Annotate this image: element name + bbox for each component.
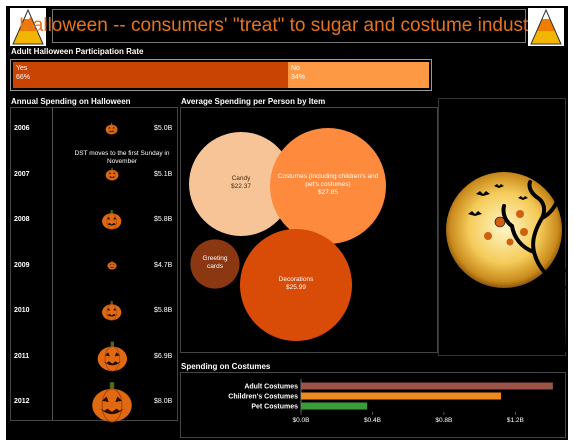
jack-o-lantern-icon [92,382,132,423]
moon-bats-icon [446,172,566,352]
jack-o-lantern-icon [102,210,122,230]
bubble-label: Candy [232,175,252,182]
participation-value: 34% [291,74,306,81]
costume-bar-chart: Adult Costumes Children's Costumes Pet Cos… [228,379,553,424]
bubble-chart-panel [180,107,438,353]
participation-segment-yes: Yes 66% [13,62,288,88]
x-tick-label: $0.8B [435,417,452,424]
annual-spending-panel [10,107,178,421]
bubble [239,228,353,342]
moon-panel [438,98,566,356]
title-bar: Halloween -- consumers' "treat" to sugar… [19,9,559,43]
spending-value: $5.8B [154,216,173,223]
x-tick-label: $0.0B [293,417,310,424]
year-label: 2009 [14,261,30,269]
page-title: Halloween -- consumers' "treat" to sugar… [19,15,559,36]
bubble-chart: Candy$22.37 Costumes (including children'… [189,128,386,342]
spending-value: $5.0B [154,125,173,132]
participation-bar: Yes 66% No 34% [10,59,432,91]
jack-o-lantern-icon [107,260,117,271]
bubble-chart-title: Average Spending per Person by Item [181,97,326,106]
bubble-label: Decorations [279,276,314,283]
jack-o-lantern-icon [97,341,127,372]
bubble-label: Greeting [203,255,228,262]
participation-segment-no: No 34% [288,62,429,88]
bubble [190,239,240,289]
year-label: 2008 [14,216,30,223]
bubble-value: $22.37 [231,183,251,190]
participation-label: Yes [16,65,28,72]
bubble-label: cards [207,263,224,270]
participation-value: 66% [16,74,31,81]
year-label: 2010 [14,307,30,314]
year-label: 2007 [14,170,30,178]
jack-o-lantern-icon [106,123,118,136]
spending-value: $5.8B [154,307,173,314]
costume-category-label: Pet Costumes [251,404,298,411]
x-tick-label: $1.2B [507,417,524,424]
spending-value: $6.9B [154,352,173,360]
candy-corn-icon [10,8,46,46]
costume-bar [301,382,553,390]
bubble-label: pet's costumes) [305,181,350,188]
costume-chart-panel [180,372,566,438]
costume-category-label: Children's Costumes [228,394,298,401]
jack-o-lantern-icon [102,301,122,321]
spending-value: $5.1B [154,170,173,178]
jack-o-lantern-icon [105,168,119,182]
bubble-label: Costumes (including children's and [278,173,379,180]
x-tick-label: $0.4B [364,417,381,424]
dashboard: Halloween -- consumers' "treat" to sugar… [6,6,568,440]
bubble [189,132,293,236]
participation-label: No [291,65,300,72]
bubble-value: $27.85 [318,189,338,196]
costume-category-label: Adult Costumes [244,384,298,391]
candy-corn-icon [528,8,564,46]
bubble-value: $25.99 [286,284,306,291]
year-label: 2011 [14,352,30,360]
year-label: 2012 [14,398,30,405]
dst-annotation: DST moves to the first Sunday in Novembe… [74,150,170,165]
costume-bar [301,392,502,400]
year-label: 2006 [14,125,30,132]
costume-chart-title: Spending on Costumes [181,362,271,371]
spending-value: $4.7B [154,261,173,269]
divider [52,108,53,420]
costume-bar [301,402,368,410]
annual-spending-title: Annual Spending on Halloween [11,97,131,106]
spending-value: $8.0B [154,398,173,405]
bubble [270,128,386,244]
participation-title: Adult Halloween Participation Rate [11,47,144,56]
